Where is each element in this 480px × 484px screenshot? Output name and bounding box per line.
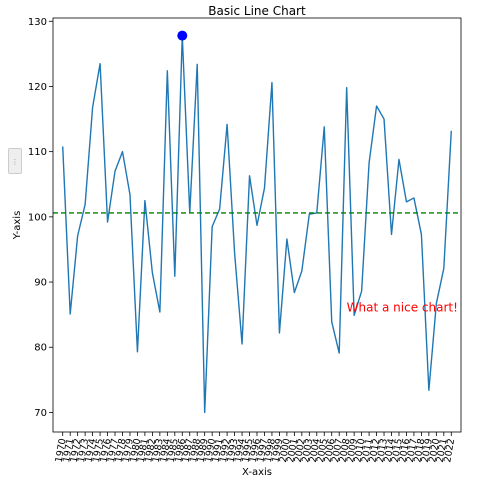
x-tick-label-2015: 2015 (390, 438, 405, 464)
x-tick-label-2014: 2014 (382, 438, 397, 464)
x-tick-label-2008: 2008 (338, 438, 353, 464)
x-tick-label-1996: 1996 (248, 438, 263, 464)
y-axis-label: Y-axis (12, 211, 23, 241)
x-tick-label-2012: 2012 (367, 438, 382, 464)
x-tick-label-2018: 2018 (412, 438, 427, 464)
x-tick-label-1991: 1991 (211, 438, 226, 464)
side-handle-ellipsis-icon[interactable]: ⋮ (8, 148, 22, 174)
x-tick-label-2020: 2020 (427, 438, 442, 464)
y-axis-ticks: 70 80 90 100 110 120 130 (28, 17, 53, 419)
highlight-point (177, 30, 188, 41)
x-tick-label-2019: 2019 (420, 438, 435, 464)
x-tick-label-1981: 1981 (136, 438, 151, 464)
ellipsis-icon: ⋮ (11, 158, 19, 166)
y-tick-label-90: 90 (34, 278, 47, 289)
x-tick-label-2002: 2002 (293, 438, 308, 464)
x-tick-label-2010: 2010 (353, 438, 368, 464)
y-tick-label-70: 70 (34, 408, 47, 419)
x-tick-label-1993: 1993 (226, 438, 241, 464)
x-tick-label-2004: 2004 (308, 438, 323, 464)
series-line-0 (62, 34, 452, 414)
x-tick-label-2009: 2009 (345, 438, 360, 464)
x-tick-label-1988: 1988 (188, 438, 203, 464)
y-tick-label-130: 130 (28, 17, 47, 28)
x-tick-label-2013: 2013 (375, 438, 390, 464)
x-tick-label-1977: 1977 (106, 438, 121, 464)
x-tick-label-2001: 2001 (285, 438, 300, 464)
x-tick-label-2011: 2011 (360, 438, 375, 464)
x-tick-label-1986: 1986 (173, 438, 188, 464)
x-tick-label-2016: 2016 (397, 438, 412, 464)
x-tick-label-1997: 1997 (255, 438, 270, 464)
x-tick-label-1975: 1975 (91, 438, 106, 464)
y-tick-label-120: 120 (28, 82, 47, 93)
x-tick-label-1976: 1976 (98, 438, 113, 464)
x-tick-label-1995: 1995 (240, 438, 255, 464)
y-tick-label-110: 110 (28, 147, 47, 158)
plot-area (53, 30, 461, 414)
x-tick-label-1998: 1998 (263, 438, 278, 464)
x-tick-label-1983: 1983 (151, 438, 166, 464)
x-tick-label-1994: 1994 (233, 438, 248, 464)
x-tick-label-2022: 2022 (442, 438, 457, 464)
chart-title: Basic Line Chart (208, 4, 306, 18)
x-tick-label-1992: 1992 (218, 438, 233, 464)
x-tick-label-1974: 1974 (84, 438, 99, 464)
x-tick-label-1979: 1979 (121, 438, 136, 464)
x-tick-label-1970: 1970 (54, 438, 69, 464)
x-tick-label-2006: 2006 (323, 438, 338, 464)
x-tick-label-1973: 1973 (76, 438, 91, 464)
x-tick-label-2000: 2000 (278, 438, 293, 464)
x-tick-label-2021: 2021 (435, 438, 450, 464)
x-tick-label-1980: 1980 (128, 438, 143, 464)
x-tick-label-2003: 2003 (300, 438, 315, 464)
x-tick-label-1999: 1999 (270, 438, 285, 464)
x-tick-label-1989: 1989 (196, 438, 211, 464)
x-tick-label-1982: 1982 (143, 438, 158, 464)
x-tick-label-2007: 2007 (330, 438, 345, 464)
x-tick-label-1971: 1971 (61, 438, 76, 464)
y-tick-label-80: 80 (34, 343, 47, 354)
x-tick-label-1984: 1984 (158, 438, 173, 464)
x-tick-label-1978: 1978 (113, 438, 128, 464)
x-tick-label-1985: 1985 (166, 438, 181, 464)
chart-annotation: What a nice chart! (347, 300, 458, 314)
x-axis-ticks: 1970197119721973197419751976197719781979… (54, 432, 457, 464)
x-tick-label-2017: 2017 (405, 438, 420, 464)
x-tick-label-2005: 2005 (315, 438, 330, 464)
y-tick-label-100: 100 (28, 212, 47, 223)
x-tick-label-1987: 1987 (181, 438, 196, 464)
x-axis-label: X-axis (242, 467, 272, 478)
x-tick-label-1990: 1990 (203, 438, 218, 464)
x-tick-label-1972: 1972 (69, 438, 84, 464)
